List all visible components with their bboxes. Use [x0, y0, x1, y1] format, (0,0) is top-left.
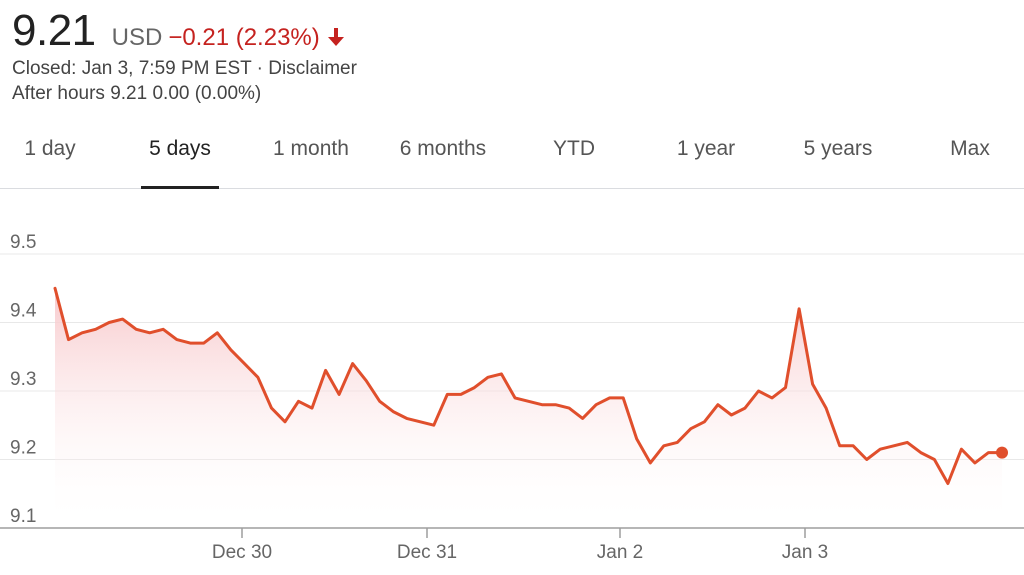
quote-header: 9.21 USD −0.21 (2.23%) Closed: Jan 3, 7:… — [12, 6, 357, 106]
price-line — [53, 286, 1004, 485]
after-hours-text: After hours 9.21 0.00 (0.00%) — [12, 83, 262, 104]
tab-1-month[interactable]: 1 month — [273, 137, 349, 160]
tab-5-days[interactable]: 5 days — [141, 120, 219, 189]
down-arrow-icon — [327, 27, 344, 52]
tab-ytd[interactable]: YTD — [553, 137, 595, 160]
tab-1-day[interactable]: 1 day — [24, 137, 76, 160]
x-tick-label: Jan 3 — [782, 542, 828, 563]
last-price-dot — [996, 446, 1008, 459]
price-row: 9.21 USD −0.21 (2.23%) — [12, 6, 357, 56]
price-change: −0.21 (2.23%) — [168, 24, 320, 51]
y-axis-ticks: 9.5 9.4 9.3 9.2 9.1 — [10, 232, 37, 527]
tab-6-months[interactable]: 6 months — [399, 137, 487, 160]
currency-code: USD — [111, 24, 163, 51]
current-price: 9.21 — [12, 6, 96, 55]
tab-1-year[interactable]: 1 year — [676, 137, 736, 160]
closed-text: Closed: Jan 3, 7:59 PM EST · — [12, 58, 269, 79]
x-axis-ticks: Dec 30 Dec 31 Jan 2 Jan 3 — [212, 528, 828, 563]
tab-max[interactable]: Max — [950, 137, 990, 160]
x-tick-label: Jan 2 — [597, 542, 643, 563]
y-tick-label: 9.3 — [10, 369, 36, 390]
x-tick-label: Dec 31 — [397, 542, 457, 563]
range-tabs: 1 day 5 days 1 month 6 months YTD 1 year… — [0, 120, 1024, 189]
y-tick-label: 9.1 — [10, 506, 36, 527]
x-tick-label: Dec 30 — [212, 542, 272, 563]
closed-status: Closed: Jan 3, 7:59 PM EST · Disclaimer — [12, 56, 357, 81]
tab-5-years[interactable]: 5 years — [803, 137, 873, 160]
y-tick-label: 9.5 — [10, 232, 36, 253]
price-area-fill — [55, 288, 1002, 528]
y-tick-label: 9.4 — [10, 301, 37, 322]
y-tick-label: 9.2 — [10, 438, 36, 459]
disclaimer-link[interactable]: Disclaimer — [268, 58, 357, 79]
